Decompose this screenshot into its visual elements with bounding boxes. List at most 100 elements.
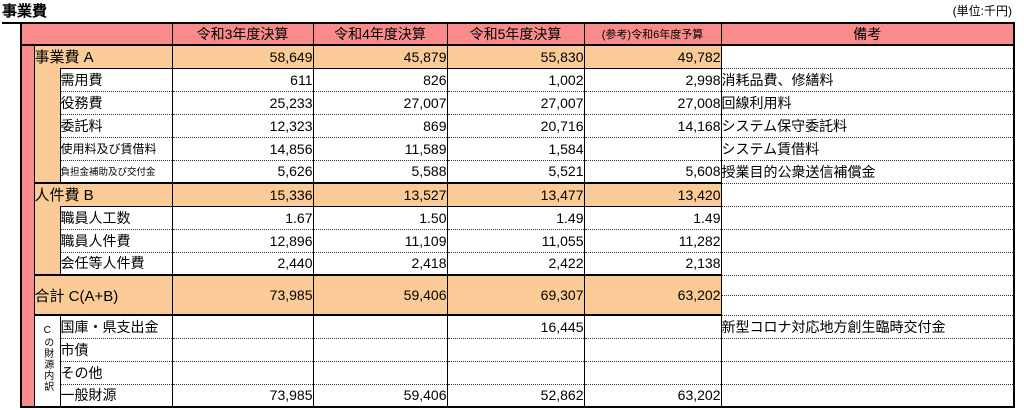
value-cell: 1,002 bbox=[446, 67, 585, 91]
value-cell: 826 bbox=[312, 67, 448, 91]
unit-note: (単位:千円) bbox=[952, 4, 1012, 18]
value-cell bbox=[583, 360, 722, 384]
row-label: 使用料及び賃借料 bbox=[59, 136, 173, 160]
value-cell: 5,626 bbox=[171, 159, 314, 183]
remark-cell: システム賃借料 bbox=[720, 136, 1015, 160]
row-label: 需用費 bbox=[59, 67, 173, 91]
row-label: 事業費 A bbox=[33, 45, 173, 68]
row-national-subsidy: Cの財源内訳 国庫・県支出金 16,445 新型コロナ対応地方創生臨時交付金 bbox=[21, 314, 1015, 407]
value-cell: 1.49 bbox=[583, 205, 722, 229]
row-label: 役務費 bbox=[59, 90, 173, 114]
row-fixed-term-cost: 会任等人件費 2,440 2,418 2,422 2,138 bbox=[21, 251, 1015, 275]
remark-cell: 新型コロナ対応地方創生臨時交付金 bbox=[720, 314, 1015, 338]
header-fy6: (参考)令和6年度予算 bbox=[583, 23, 722, 46]
remark-cell bbox=[720, 182, 1015, 206]
left-strip bbox=[20, 45, 35, 407]
value-cell bbox=[312, 337, 448, 361]
value-cell: 11,282 bbox=[583, 228, 722, 252]
row-label: 委託料 bbox=[59, 113, 173, 137]
value-cell: 2,440 bbox=[171, 251, 314, 275]
remark-cell bbox=[720, 274, 1015, 295]
value-cell bbox=[446, 360, 585, 384]
value-cell bbox=[583, 337, 722, 361]
remark-cell: 消耗品費、修繕料 bbox=[720, 67, 1015, 91]
value-cell: 2,418 bbox=[312, 251, 448, 275]
value-cell: 49,782 bbox=[583, 45, 722, 68]
value-cell: 2,138 bbox=[583, 251, 722, 275]
value-cell bbox=[171, 337, 314, 361]
row-services: 役務費 25,233 27,007 27,007 27,008 回線利用料 bbox=[21, 90, 1015, 114]
value-cell: 27,007 bbox=[446, 90, 585, 114]
value-cell: 15,336 bbox=[171, 182, 314, 206]
remark-cell bbox=[720, 251, 1015, 275]
header-fy4: 令和4年度決算 bbox=[312, 23, 448, 46]
value-cell: 14,856 bbox=[171, 136, 314, 160]
value-cell bbox=[171, 314, 314, 338]
value-cell: 63,202 bbox=[583, 274, 722, 315]
remark-cell: システム保守委託料 bbox=[720, 113, 1015, 137]
row-staff-count: 職員人工数 1.67 1.50 1.49 1.49 bbox=[21, 205, 1015, 275]
row-label: 会任等人件費 bbox=[59, 251, 173, 275]
value-cell: 13,420 bbox=[583, 182, 722, 206]
row-other-sources: その他 bbox=[21, 360, 1015, 384]
value-cell: 14,168 bbox=[583, 113, 722, 137]
value-cell: 69,307 bbox=[446, 274, 585, 315]
value-cell: 5,608 bbox=[583, 159, 722, 183]
remark-cell bbox=[720, 360, 1015, 384]
value-cell: 1.50 bbox=[312, 205, 448, 229]
remark-cell bbox=[720, 383, 1015, 407]
value-cell: 73,985 bbox=[171, 274, 314, 315]
remark-cell bbox=[720, 337, 1015, 361]
header-fy5: 令和5年度決算 bbox=[446, 23, 585, 46]
value-cell: 13,527 bbox=[312, 182, 448, 206]
header-fy3: 令和3年度決算 bbox=[171, 23, 314, 46]
value-cell: 2,422 bbox=[446, 251, 585, 275]
value-cell: 73,985 bbox=[171, 383, 314, 407]
row-contributions: 負担金補助及び交付金 5,626 5,588 5,521 5,608 授業目的公… bbox=[21, 159, 1015, 183]
row-label: 職員人工数 bbox=[59, 205, 173, 229]
value-cell: 1,584 bbox=[446, 136, 585, 160]
value-cell: 1.49 bbox=[446, 205, 585, 229]
value-cell: 12,896 bbox=[171, 228, 314, 252]
value-cell: 59,406 bbox=[312, 274, 448, 315]
value-cell: 13,477 bbox=[446, 182, 585, 206]
value-cell bbox=[171, 360, 314, 384]
value-cell: 1.67 bbox=[171, 205, 314, 229]
remark-cell bbox=[720, 45, 1015, 68]
value-cell: 52,862 bbox=[446, 383, 585, 407]
page-title: 事業費 bbox=[2, 0, 205, 24]
row-general-funds: 一般財源 73,985 59,406 52,862 63,202 bbox=[21, 383, 1015, 407]
value-cell: 25,233 bbox=[171, 90, 314, 114]
row-staff-cost: 職員人件費 12,896 11,109 11,055 11,282 bbox=[21, 228, 1015, 252]
value-cell: 63,202 bbox=[583, 383, 722, 407]
indent-cell bbox=[33, 206, 61, 275]
value-cell: 16,445 bbox=[446, 314, 585, 338]
row-label: 人件費 B bbox=[33, 182, 173, 206]
value-cell bbox=[446, 337, 585, 361]
row-label: 市債 bbox=[59, 337, 173, 361]
row-business-total: 事業費 A 58,649 45,879 55,830 49,782 bbox=[20, 45, 1015, 407]
row-usage-rental: 使用料及び賃借料 14,856 11,589 1,584 システム賃借料 bbox=[21, 136, 1015, 160]
row-label: 合計 C(A+B) bbox=[33, 274, 173, 315]
value-cell: 45,879 bbox=[312, 45, 448, 68]
row-label: 一般財源 bbox=[59, 383, 173, 407]
row-label: 国庫・県支出金 bbox=[59, 314, 173, 338]
value-cell: 55,830 bbox=[446, 45, 585, 68]
row-label: 負担金補助及び交付金 bbox=[59, 159, 173, 183]
row-municipal-bonds: 市債 bbox=[21, 337, 1015, 361]
row-personnel-total: 人件費 B 15,336 13,527 13,477 13,420 bbox=[21, 182, 1015, 206]
source-group-label: Cの財源内訳 bbox=[33, 314, 61, 407]
remark-cell: 回線利用料 bbox=[720, 90, 1015, 114]
expense-table: 令和3年度決算 令和4年度決算 令和5年度決算 (参考)令和6年度予算 備考 事… bbox=[20, 22, 1015, 408]
header-remarks: 備考 bbox=[720, 23, 1015, 46]
value-cell: 611 bbox=[171, 67, 314, 91]
header-corner-cell bbox=[20, 23, 173, 46]
value-cell bbox=[583, 136, 722, 160]
row-total-remark-filler bbox=[21, 294, 1015, 315]
value-cell: 11,055 bbox=[446, 228, 585, 252]
value-cell: 869 bbox=[312, 113, 448, 137]
value-cell: 27,008 bbox=[583, 90, 722, 114]
row-label: その他 bbox=[59, 360, 173, 384]
value-cell: 27,007 bbox=[312, 90, 448, 114]
